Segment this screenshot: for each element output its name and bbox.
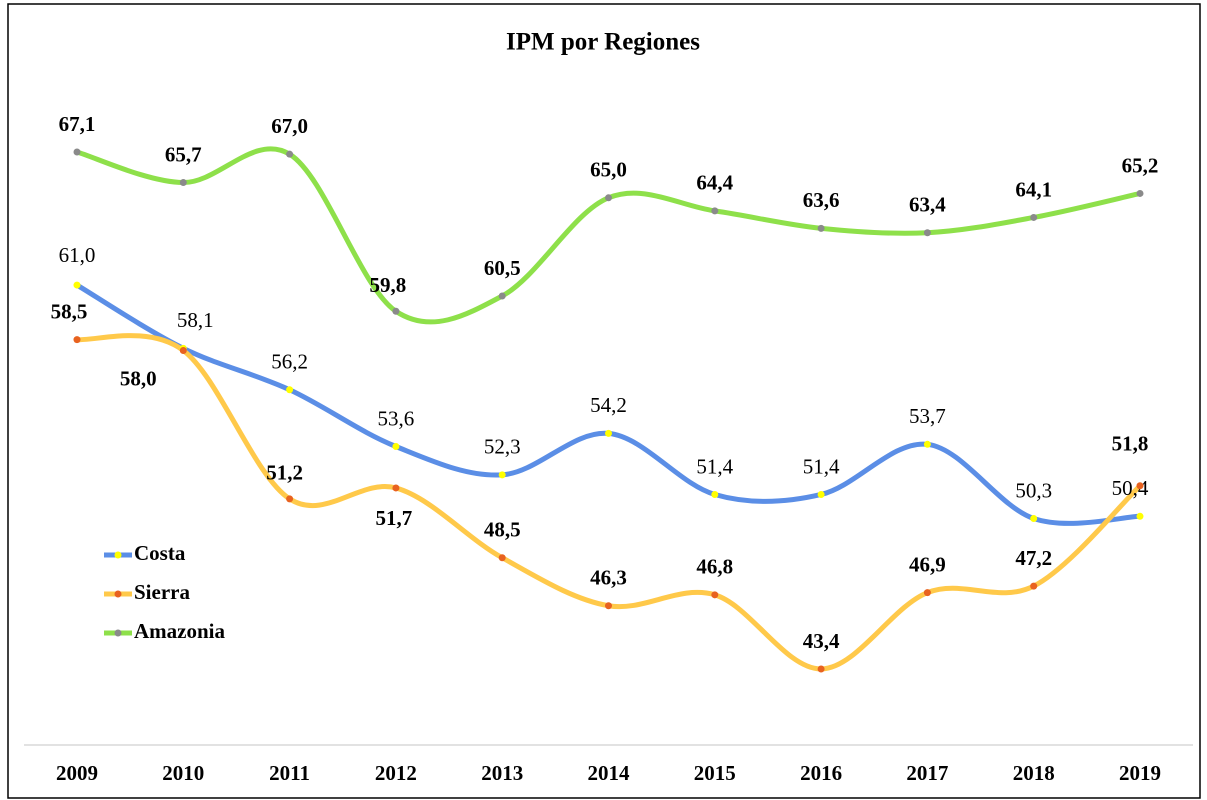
series-line [74,146,1143,325]
x-tick-label: 2011 [269,761,310,785]
marker [817,224,825,232]
chart-title: IPM por Regiones [506,29,700,56]
marker [392,484,400,492]
marker [286,150,294,158]
marker [1136,482,1144,490]
marker [498,554,506,562]
marker [73,336,81,344]
marker [1030,514,1038,522]
data-label: 43,4 [803,629,840,653]
marker [711,490,719,498]
data-label: 52,3 [484,435,521,459]
marker [179,347,187,355]
data-label: 53,6 [378,406,415,430]
data-label: 56,2 [271,350,308,374]
data-label: 58,1 [177,308,214,332]
x-tick-label: 2010 [162,761,204,785]
legend-marker [114,629,122,637]
x-tick-label: 2016 [800,761,842,785]
x-tick-label: 2009 [56,761,98,785]
marker [605,602,612,610]
x-tick-label: 2015 [694,761,736,785]
data-label: 51,4 [803,454,840,478]
chart-border [7,3,1201,799]
data-label: 47,2 [1015,546,1052,570]
marker [1136,189,1144,197]
data-label: 61,0 [59,243,96,267]
marker [392,442,400,450]
marker [73,281,81,289]
data-label: 58,0 [120,366,157,390]
data-label: 51,2 [266,461,303,485]
x-tick-label: 2013 [481,761,523,785]
marker [498,292,506,300]
data-label: 65,2 [1122,153,1159,177]
marker [1030,582,1038,590]
data-label: 50,4 [1112,476,1149,500]
data-label: 63,4 [909,193,946,217]
marker [73,148,81,156]
data-label: 64,4 [696,171,733,195]
data-label: 46,9 [909,552,946,576]
data-label: 67,0 [271,114,308,138]
marker [392,307,400,315]
marker [605,429,612,437]
data-label: 63,6 [803,188,840,212]
marker [179,179,187,187]
marker [286,495,294,503]
data-label: 65,0 [590,158,627,182]
marker [923,229,931,237]
legend-marker [114,551,122,559]
x-tick-label: 2012 [375,761,417,785]
marker [605,194,612,202]
x-tick-label: 2017 [906,761,948,785]
marker [817,665,825,673]
data-label: 64,1 [1015,177,1052,201]
marker [286,386,294,394]
data-label: 65,7 [165,142,202,166]
data-label: 54,2 [590,393,627,417]
x-tick-label: 2014 [588,761,631,785]
x-tick-label: 2018 [1013,761,1055,785]
data-label: 58,5 [51,299,88,323]
data-label: 60,5 [484,256,521,280]
marker [1030,213,1038,221]
marker [817,490,825,498]
marker [498,471,506,479]
legend-marker [114,590,122,598]
legend-label: Costa [134,541,186,565]
legend-label: Amazonia [134,619,225,643]
data-label: 46,8 [696,555,733,579]
marker [923,589,931,597]
data-label: 51,8 [1112,432,1149,456]
data-label: 51,7 [376,506,413,530]
data-label: 46,3 [590,566,627,590]
data-label: 48,5 [484,518,521,542]
marker [711,207,719,215]
data-label: 51,4 [696,454,733,478]
data-label: 59,8 [370,273,407,297]
legend-label: Sierra [134,580,190,604]
data-label: 50,3 [1015,478,1052,502]
data-label: 67,1 [59,112,96,136]
marker [923,440,931,448]
x-tick-label: 2019 [1119,761,1161,785]
data-label: 53,7 [909,404,946,428]
marker [711,591,719,599]
marker [1136,512,1144,520]
